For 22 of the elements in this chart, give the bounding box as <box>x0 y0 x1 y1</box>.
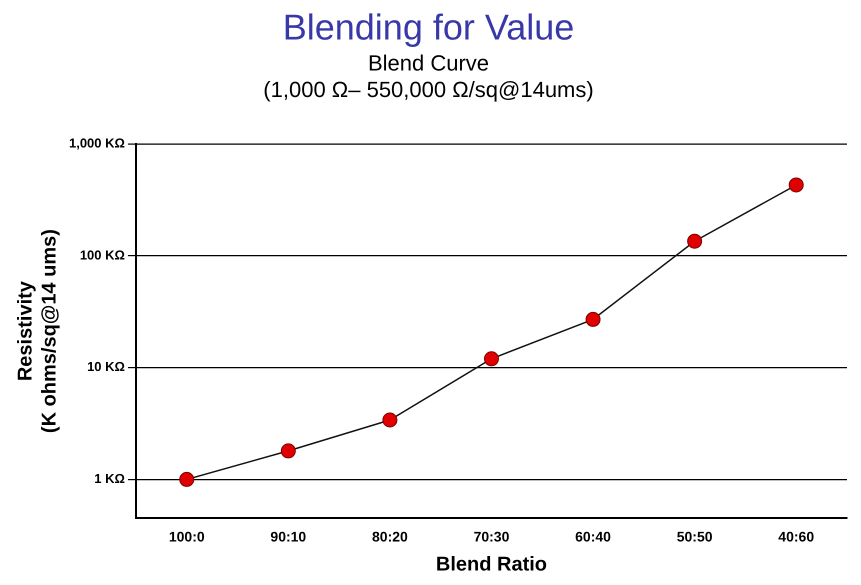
y-tick-label: 1 KΩ <box>94 471 125 486</box>
point <box>687 234 702 249</box>
x-tick-label: 60:40 <box>575 528 612 544</box>
point <box>382 412 398 428</box>
y-tick-label: 10 KΩ <box>87 359 125 374</box>
point <box>586 312 601 327</box>
x-tick-label: 90:10 <box>270 528 306 544</box>
point <box>179 472 194 487</box>
chart-subtitle: Blend Curve (1,000 Ω– 550,000 Ω/sq@14ums) <box>263 50 594 102</box>
y-axis-title: Resistivity (K ohms/sq@14 ums) <box>14 229 61 434</box>
y-tick-label: 100 KΩ <box>80 247 125 262</box>
point <box>280 443 296 458</box>
point <box>484 351 499 366</box>
x-tick-label: 80:20 <box>372 528 408 544</box>
x-tick-label: 50:50 <box>676 528 713 544</box>
x-tick-label: 100:0 <box>168 528 205 544</box>
y-tick-label: 1,000 KΩ <box>68 136 125 151</box>
chart-title: Blending for Value <box>282 6 574 48</box>
x-tick-label: 70:30 <box>474 528 510 544</box>
x-tick-label: 40:60 <box>778 528 814 544</box>
x-axis-title: Blend Ratio <box>436 554 548 576</box>
point <box>788 177 804 192</box>
